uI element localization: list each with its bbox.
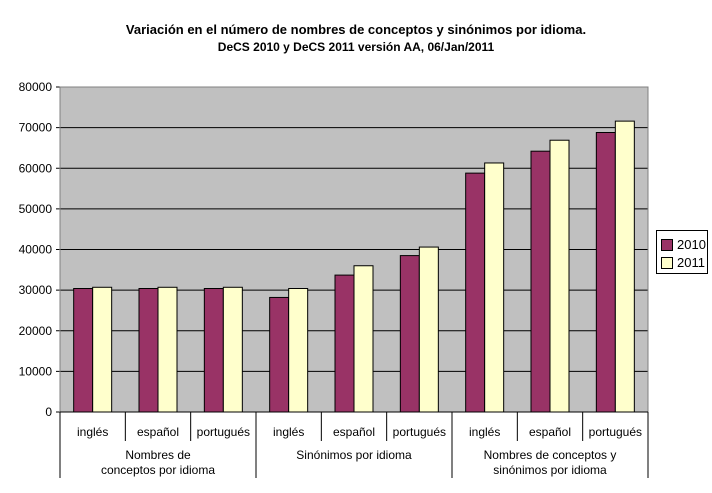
legend: 2010 2011 (656, 230, 708, 274)
x-group-label: Nombres de (125, 448, 191, 462)
bar-2010-6 (399, 255, 420, 413)
y-tick-label: 80000 (19, 80, 53, 94)
y-tick-label: 40000 (19, 243, 53, 257)
bar-2010-9 (595, 132, 616, 413)
legend-label-2011: 2011 (677, 255, 705, 271)
bar-2010-3 (203, 288, 224, 413)
legend-label-2010: 2010 (677, 237, 706, 253)
y-tick-label: 0 (45, 405, 52, 419)
bar-2010-7 (465, 172, 486, 413)
x-category-label: español (137, 425, 179, 439)
bar-2011-7 (484, 162, 505, 413)
bar-2011-5 (353, 265, 374, 413)
bar-2010-4 (269, 296, 290, 413)
x-category-label: portugués (393, 425, 446, 439)
bar-2011-8 (549, 139, 570, 413)
y-tick-label: 30000 (19, 283, 53, 297)
legend-swatch-2010 (661, 238, 673, 251)
y-tick-label: 10000 (19, 364, 53, 378)
legend-item-2010: 2010 (661, 236, 706, 253)
x-category-label: portugués (589, 425, 642, 439)
chart-subtitle: DeCS 2010 y DeCS 2011 versión AA, 06/Jan… (217, 40, 495, 54)
bar-2011-4 (288, 288, 309, 413)
y-tick-label: 20000 (19, 324, 53, 338)
x-category-label: español (333, 425, 375, 439)
x-category-label: español (529, 425, 571, 439)
x-category-label: portugués (197, 425, 250, 439)
legend-item-2011: 2011 (661, 254, 705, 271)
x-group-label: Sinónimos por idioma (296, 448, 412, 462)
bar-2010-8 (530, 150, 551, 413)
bar-2011-2 (157, 286, 178, 413)
x-category-label: inglés (469, 425, 500, 439)
y-tick-label: 70000 (19, 121, 53, 135)
x-group-label: sinónimos por idioma (493, 463, 607, 477)
bar-2010-5 (334, 274, 355, 413)
bar-2010-1 (73, 288, 94, 413)
bar-2011-1 (92, 286, 113, 413)
bar-2011-3 (222, 286, 243, 413)
x-group-label: conceptos por idioma (101, 463, 215, 477)
bar-2010-2 (138, 288, 159, 413)
x-category-label: inglés (273, 425, 304, 439)
legend-swatch-2011 (661, 256, 673, 269)
bar-2011-9 (614, 120, 635, 413)
x-group-label: Nombres de conceptos y (484, 448, 617, 462)
x-category-label: inglés (77, 425, 108, 439)
chart-title: Variación en el número de nombres de con… (125, 22, 587, 37)
y-tick-label: 60000 (19, 161, 53, 175)
bar-2011-6 (418, 246, 439, 413)
y-tick-label: 50000 (19, 202, 53, 216)
